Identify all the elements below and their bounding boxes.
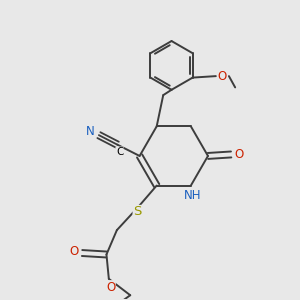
Text: NH: NH <box>184 189 201 202</box>
Text: C: C <box>116 147 123 157</box>
Text: N: N <box>86 125 95 138</box>
Text: S: S <box>133 206 142 218</box>
Text: O: O <box>218 70 227 83</box>
Text: O: O <box>69 245 78 258</box>
Text: O: O <box>235 148 244 161</box>
Text: O: O <box>106 281 115 294</box>
